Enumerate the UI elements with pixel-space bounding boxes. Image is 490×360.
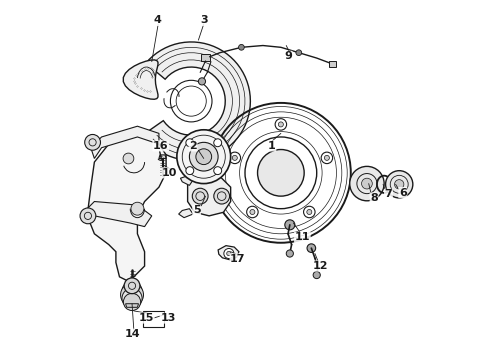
Circle shape xyxy=(239,44,245,50)
Circle shape xyxy=(250,210,255,215)
Circle shape xyxy=(131,202,144,215)
Circle shape xyxy=(296,50,302,55)
Circle shape xyxy=(350,166,384,201)
Circle shape xyxy=(307,210,312,215)
Circle shape xyxy=(214,188,230,204)
Circle shape xyxy=(394,180,404,189)
Text: 1: 1 xyxy=(268,141,276,151)
Text: 6: 6 xyxy=(399,188,407,198)
Polygon shape xyxy=(218,246,239,260)
Circle shape xyxy=(214,167,221,175)
Circle shape xyxy=(386,171,413,198)
Circle shape xyxy=(229,152,241,163)
Circle shape xyxy=(258,149,304,196)
Circle shape xyxy=(186,167,194,175)
Circle shape xyxy=(198,78,205,85)
Circle shape xyxy=(246,206,258,218)
Polygon shape xyxy=(188,173,231,216)
Text: 12: 12 xyxy=(313,261,328,271)
Circle shape xyxy=(121,283,144,306)
Circle shape xyxy=(285,220,295,230)
Circle shape xyxy=(122,288,142,309)
Text: 7: 7 xyxy=(385,189,392,199)
Circle shape xyxy=(124,278,140,294)
Text: 16: 16 xyxy=(153,141,169,151)
Circle shape xyxy=(196,149,212,165)
Circle shape xyxy=(85,134,100,150)
Circle shape xyxy=(278,122,283,127)
Polygon shape xyxy=(179,209,193,218)
Circle shape xyxy=(224,248,234,258)
Polygon shape xyxy=(87,202,152,226)
Circle shape xyxy=(275,119,287,130)
Polygon shape xyxy=(201,54,210,61)
Polygon shape xyxy=(91,126,159,158)
Circle shape xyxy=(171,80,212,122)
Polygon shape xyxy=(87,134,166,280)
Circle shape xyxy=(123,293,141,311)
Polygon shape xyxy=(125,304,139,307)
Circle shape xyxy=(307,244,316,252)
Bar xyxy=(143,311,164,327)
Circle shape xyxy=(321,152,333,163)
Circle shape xyxy=(192,188,208,204)
Circle shape xyxy=(286,250,294,257)
Circle shape xyxy=(362,178,372,189)
Circle shape xyxy=(313,271,320,279)
Circle shape xyxy=(190,142,218,171)
Circle shape xyxy=(214,139,221,147)
Circle shape xyxy=(227,251,231,256)
Polygon shape xyxy=(180,176,193,185)
Circle shape xyxy=(186,139,194,147)
Text: 17: 17 xyxy=(230,254,245,264)
Text: 2: 2 xyxy=(189,141,197,151)
Polygon shape xyxy=(159,155,166,158)
Text: 4: 4 xyxy=(153,15,161,26)
Text: 13: 13 xyxy=(160,313,175,323)
Polygon shape xyxy=(143,42,250,160)
Circle shape xyxy=(324,156,329,160)
Polygon shape xyxy=(123,60,158,99)
Polygon shape xyxy=(329,61,337,67)
Circle shape xyxy=(80,208,96,224)
Text: 8: 8 xyxy=(370,193,378,203)
Text: 9: 9 xyxy=(284,51,292,61)
Circle shape xyxy=(123,153,134,164)
Text: 15: 15 xyxy=(139,313,154,323)
Text: 3: 3 xyxy=(200,15,208,26)
Text: 5: 5 xyxy=(193,206,200,216)
Circle shape xyxy=(177,130,231,184)
Text: 11: 11 xyxy=(294,232,310,242)
Circle shape xyxy=(304,206,315,218)
Circle shape xyxy=(122,281,142,301)
Text: 10: 10 xyxy=(162,168,177,178)
Circle shape xyxy=(232,156,237,160)
Text: 14: 14 xyxy=(124,329,140,339)
